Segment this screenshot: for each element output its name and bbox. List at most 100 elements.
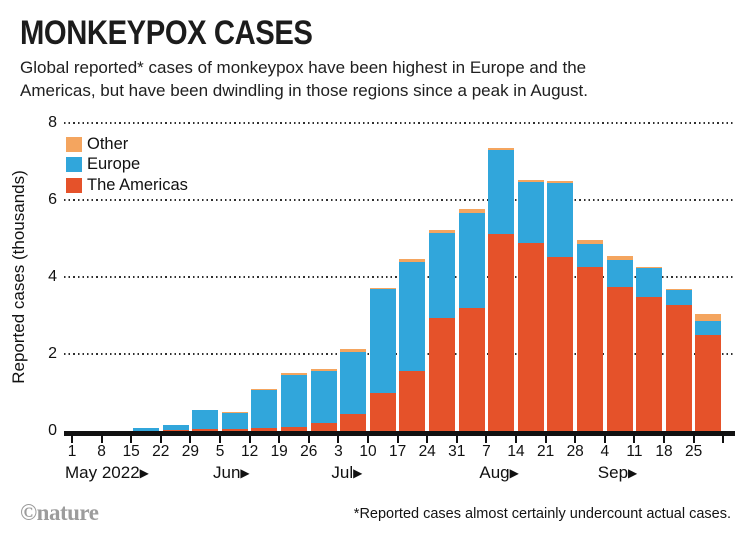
- x-axis-line: [64, 431, 735, 436]
- y-tick-label-0: 0: [48, 422, 57, 439]
- y-tick-label-6: 6: [48, 191, 57, 208]
- x-tick-label-22: 22: [152, 443, 170, 460]
- x-tick-13: [455, 436, 458, 443]
- x-tick-18: [603, 436, 606, 443]
- chart-subtitle: Global reported* cases of monkeypox have…: [20, 56, 588, 102]
- legend-swatch-europe: [66, 157, 82, 172]
- bar-segment-other: [488, 148, 515, 151]
- month-label-sep: Sep▶: [598, 463, 637, 483]
- bar-jun-12: [251, 388, 278, 431]
- bar-segment-other: [280, 373, 308, 375]
- month-arrow-icon: ▶: [353, 466, 363, 480]
- bar-segment-the-americas: [221, 429, 248, 431]
- month-arrow-icon: ▶: [139, 466, 149, 480]
- bar-segment-europe: [606, 259, 633, 287]
- bar-segment-other: [636, 266, 663, 268]
- x-tick-label-24: 24: [418, 443, 436, 460]
- x-tick-11: [396, 436, 399, 443]
- bar-segment-europe: [369, 289, 396, 393]
- bar-segment-europe: [636, 267, 663, 297]
- legend-swatch-other: [66, 136, 82, 152]
- x-tick-label-28: 28: [566, 443, 584, 460]
- x-tick-label-15: 15: [122, 443, 140, 460]
- bar-segment-the-americas: [488, 233, 515, 431]
- bar-segment-europe: [221, 412, 248, 430]
- plot-area: [64, 122, 735, 431]
- bar-segment-the-americas: [310, 422, 337, 431]
- month-label-text: Sep: [597, 463, 629, 482]
- x-tick-label-3: 3: [334, 443, 343, 460]
- bar-segment-other: [310, 369, 337, 371]
- y-tick-label-8: 8: [48, 114, 57, 131]
- x-tick-5: [219, 436, 221, 443]
- bar-segment-other: [399, 259, 426, 262]
- legend: Other Europe The Americas: [66, 134, 188, 196]
- bar-segment-europe: [340, 352, 367, 414]
- bar-sep-4: [606, 255, 633, 431]
- x-tick-label-26: 26: [300, 443, 318, 460]
- bar-segment-other: [369, 287, 396, 290]
- bar-jul-10: [369, 287, 396, 431]
- month-arrow-icon: ▶: [628, 466, 638, 480]
- bar-jul-3: [340, 349, 367, 431]
- month-arrow-icon: ▶: [240, 466, 250, 480]
- x-tick-label-8: 8: [97, 443, 106, 460]
- x-tick-label-31: 31: [448, 443, 466, 460]
- x-tick-label-1: 1: [67, 443, 77, 460]
- month-label-text: May 2022: [65, 463, 140, 482]
- x-tick-21: [692, 436, 695, 443]
- x-tick-8: [307, 436, 310, 443]
- bar-aug-7: [488, 148, 515, 431]
- x-axis-ticks: [64, 436, 735, 444]
- x-tick-label-10: 10: [359, 443, 377, 460]
- month-label-jul: Jul▶: [331, 463, 362, 483]
- x-axis-month-labels: May 2022▶ Jun▶ Jul▶ Aug▶ Sep▶: [64, 463, 751, 483]
- bar-segment-the-americas: [428, 318, 456, 431]
- y-tick-label-4: 4: [48, 268, 57, 285]
- x-tick-label-7: 7: [482, 443, 491, 460]
- legend-label: The Americas: [87, 175, 188, 194]
- legend-label: Other: [87, 134, 129, 153]
- x-tick-14: [485, 436, 488, 443]
- bar-jul-24: [428, 230, 456, 431]
- bar-jun-26: [310, 369, 337, 431]
- bar-segment-europe: [132, 427, 160, 431]
- bar-segment-europe: [399, 262, 426, 371]
- y-axis-tick-labels: 0 2 4 6 8: [0, 114, 57, 439]
- bar-aug-14: [517, 180, 544, 431]
- x-tick-0: [71, 436, 73, 443]
- bar-segment-the-americas: [695, 334, 722, 431]
- bar-segment-other: [458, 209, 485, 213]
- x-tick-7: [278, 436, 281, 443]
- bar-segment-the-americas: [665, 305, 692, 431]
- bar-segment-europe: [428, 232, 456, 319]
- x-tick-label-14: 14: [507, 443, 525, 460]
- footnote: *Reported cases almost certainly underco…: [353, 506, 731, 522]
- bar-segment-europe: [576, 243, 604, 267]
- month-label-jun: Jun▶: [213, 463, 250, 483]
- x-tick-12: [426, 436, 429, 443]
- bar-segment-europe: [665, 290, 692, 306]
- month-label-aug: Aug▶: [479, 463, 518, 483]
- bar-segment-other: [695, 313, 722, 321]
- bar-segment-europe: [162, 424, 189, 431]
- x-tick-label-11: 11: [626, 443, 643, 460]
- month-label-may-2022: May 2022▶: [65, 463, 149, 483]
- x-tick-label-19: 19: [270, 443, 288, 460]
- bar-sep-25: [695, 313, 722, 431]
- x-tick-22: [722, 436, 725, 443]
- bar-segment-the-americas: [162, 430, 189, 431]
- bar-may-15: [132, 427, 160, 431]
- x-tick-19: [633, 436, 636, 443]
- bar-segment-other: [606, 255, 633, 260]
- x-tick-1: [100, 436, 103, 443]
- bar-segment-europe: [280, 374, 308, 427]
- bar-segment-europe: [547, 183, 574, 258]
- bar-segment-other: [517, 180, 544, 182]
- bar-segment-europe: [310, 370, 337, 423]
- subtitle-line-2: Americas, but have been dwindling in tho…: [20, 81, 588, 100]
- x-axis-tick-labels: 1 8 15 22 29 5 12 19 26 3 10 17 24 31 7 14 21 28 4 11 18 25: [64, 443, 735, 461]
- bar-aug-28: [576, 240, 604, 431]
- bar-segment-other: [251, 388, 278, 390]
